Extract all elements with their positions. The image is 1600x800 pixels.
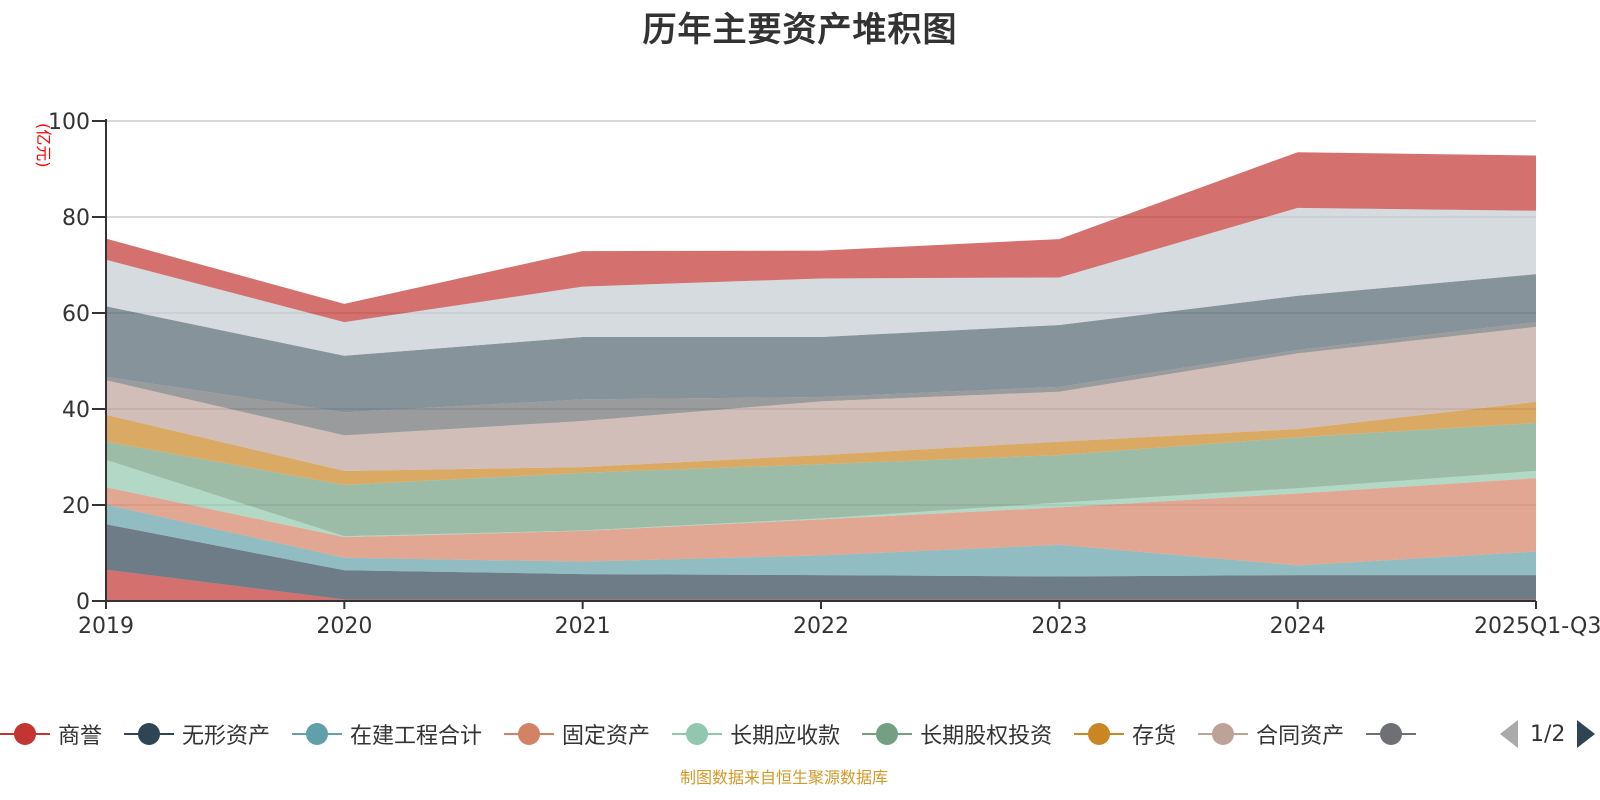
area-series-3[interactable] — [106, 478, 1536, 566]
legend-marker-icon — [504, 721, 555, 747]
legend-marker-icon — [1366, 721, 1417, 747]
legend-item[interactable] — [1366, 721, 1424, 747]
y-tick-label: 0 — [76, 590, 90, 615]
legend-item[interactable]: 合同资产 — [1198, 718, 1344, 750]
legend-item[interactable]: 存货 — [1074, 718, 1176, 750]
legend-prev-page-icon[interactable] — [1500, 720, 1518, 748]
area-series-10[interactable] — [106, 207, 1536, 356]
legend-item[interactable]: 在建工程合计 — [292, 718, 482, 750]
x-tick-label: 2019 — [78, 614, 134, 639]
x-tick-label: 2023 — [1031, 614, 1087, 639]
y-tick-label: 60 — [62, 302, 90, 327]
legend-marker-icon — [672, 721, 723, 747]
area-series-8[interactable] — [106, 322, 1536, 436]
y-tick-label: 40 — [62, 398, 90, 423]
legend-item[interactable]: 固定资产 — [504, 718, 650, 750]
legend-item[interactable]: 长期股权投资 — [862, 718, 1052, 750]
legend-item[interactable]: 无形资产 — [124, 718, 270, 750]
axes: 0 20 40 60 80 100 2019 2020 2021 2022 2023 2024 2025… — [48, 110, 1600, 639]
x-tick-label: 2025Q1-Q3 — [1474, 614, 1600, 639]
y-tick-label: 80 — [62, 206, 90, 231]
legend-item[interactable]: 长期应收款 — [672, 718, 840, 750]
legend-label: 存货 — [1132, 724, 1177, 749]
y-axis-unit-label: (亿元) — [34, 123, 53, 168]
legend-label: 商誉 — [58, 724, 103, 749]
legend-marker-icon — [0, 721, 50, 747]
area-layers — [106, 152, 1536, 601]
legend-page-indicator: 1/2 — [1530, 721, 1566, 747]
legend: 商誉 无形资产 在建工程合计 固定资产 长期应收款 长期股权投资 存货 合同资产 — [0, 718, 1446, 750]
area-series-2[interactable] — [106, 504, 1536, 577]
legend-marker-icon — [1198, 721, 1249, 747]
area-series-1[interactable] — [106, 524, 1536, 600]
x-tick-label: 2024 — [1270, 614, 1326, 639]
legend-label: 无形资产 — [182, 724, 271, 749]
chart-title: 历年主要资产堆积图 — [642, 10, 958, 50]
area-series-0[interactable] — [106, 569, 1536, 601]
area-series-5[interactable] — [106, 422, 1536, 537]
y-tick-label: 100 — [48, 110, 90, 135]
legend-label: 长期股权投资 — [920, 724, 1053, 749]
legend-pager: 1/2 — [1500, 718, 1596, 750]
legend-label: 在建工程合计 — [350, 724, 483, 749]
legend-marker-icon — [862, 721, 913, 747]
stacked-area-chart: 0 20 40 60 80 100 2019 2020 2021 2022 2023 2024 2025… — [34, 110, 1600, 639]
source-footer: 制图数据来自恒生聚源数据库 — [679, 768, 888, 787]
legend-item[interactable]: 商誉 — [0, 718, 102, 750]
area-series-11[interactable] — [106, 152, 1536, 323]
legend-marker-icon — [1074, 721, 1125, 747]
area-series-7[interactable] — [106, 326, 1536, 471]
area-series-9[interactable] — [106, 274, 1536, 413]
legend-label: 固定资产 — [562, 724, 651, 749]
legend-marker-icon — [124, 721, 175, 747]
legend-label: 长期应收款 — [730, 724, 841, 749]
y-tick-label: 20 — [62, 494, 90, 519]
x-tick-label: 2021 — [555, 614, 611, 639]
legend-marker-icon — [292, 721, 343, 747]
x-tick-label: 2022 — [793, 614, 849, 639]
legend-next-page-icon[interactable] — [1577, 720, 1596, 748]
legend-label: 合同资产 — [1256, 724, 1345, 749]
x-tick-label: 2020 — [316, 614, 372, 639]
